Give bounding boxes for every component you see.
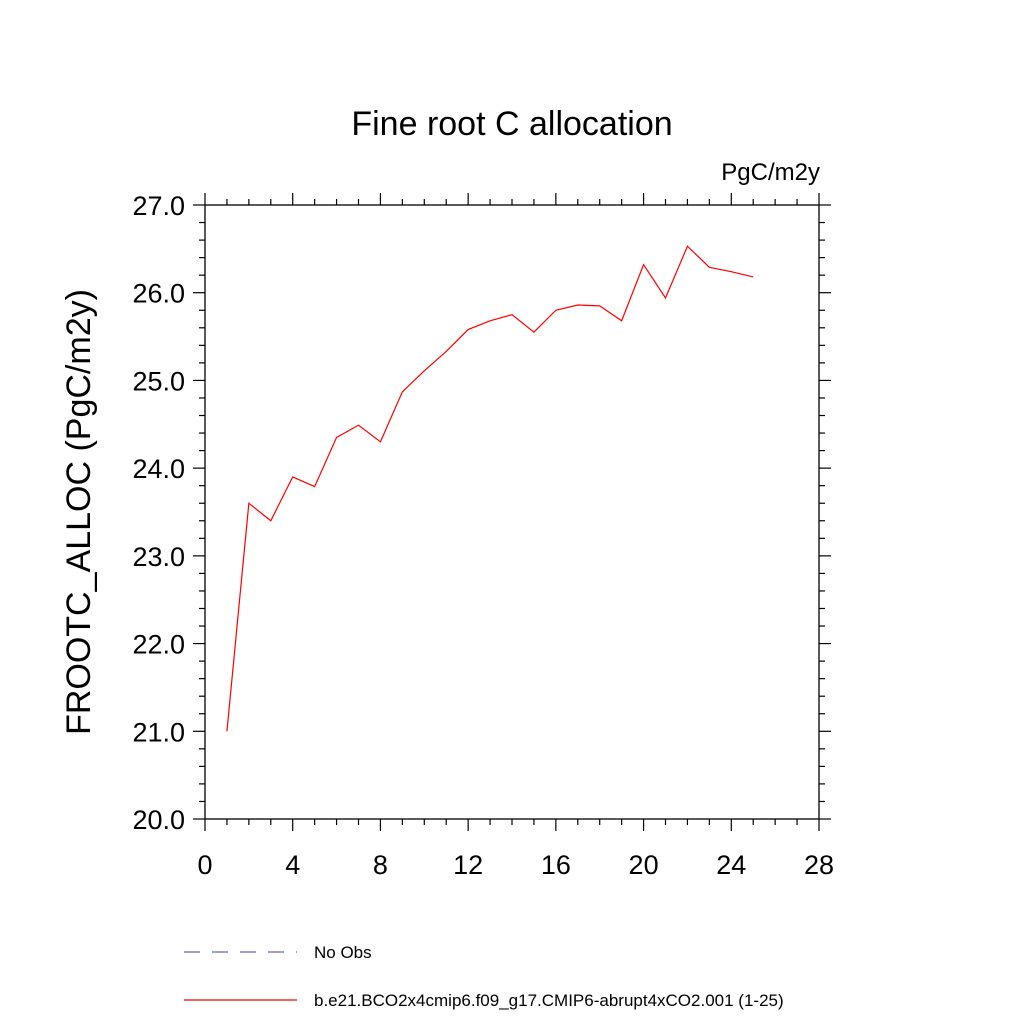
- y-tick-label: 27.0: [132, 191, 185, 221]
- series-layer: [226, 245, 754, 732]
- plot-frame: [204, 204, 820, 820]
- x-tick-label: 0: [197, 850, 212, 880]
- y-tick-label: 23.0: [132, 542, 185, 572]
- axis-ticks: [193, 193, 831, 831]
- legend: No Obs b.e21.BCO2x4cmip6.f09_g17.CMIP6-ab…: [184, 943, 784, 1010]
- y-tick-label: 25.0: [132, 366, 185, 396]
- y-tick-label: 24.0: [132, 454, 185, 484]
- y-tick-label: 20.0: [132, 805, 185, 835]
- tick-labels: 0 4 8 12 16 20 24 28 20.0 21.0 22.0 23.0 24.0 25.0 26.…: [132, 191, 834, 880]
- legend-label: b.e21.BCO2x4cmip6.f09_g17.CMIP6-abrupt4x…: [314, 991, 784, 1010]
- y-axis-label: FROOTC_ALLOC (PgC/m2y): [60, 289, 98, 735]
- y-tick-label: 22.0: [132, 630, 185, 660]
- series-line: [226, 245, 754, 732]
- legend-label: No Obs: [314, 943, 372, 962]
- x-tick-label: 12: [453, 850, 483, 880]
- x-tick-label: 20: [629, 850, 659, 880]
- x-tick-label: 16: [541, 850, 571, 880]
- chart-title: Fine root C allocation: [351, 105, 672, 143]
- x-tick-label: 24: [716, 850, 746, 880]
- x-tick-label: 28: [804, 850, 834, 880]
- x-tick-label: 8: [373, 850, 388, 880]
- x-tick-label: 4: [285, 850, 300, 880]
- y-tick-label: 26.0: [132, 279, 185, 309]
- units-label: PgC/m2y: [721, 159, 820, 186]
- y-tick-label: 21.0: [132, 717, 185, 747]
